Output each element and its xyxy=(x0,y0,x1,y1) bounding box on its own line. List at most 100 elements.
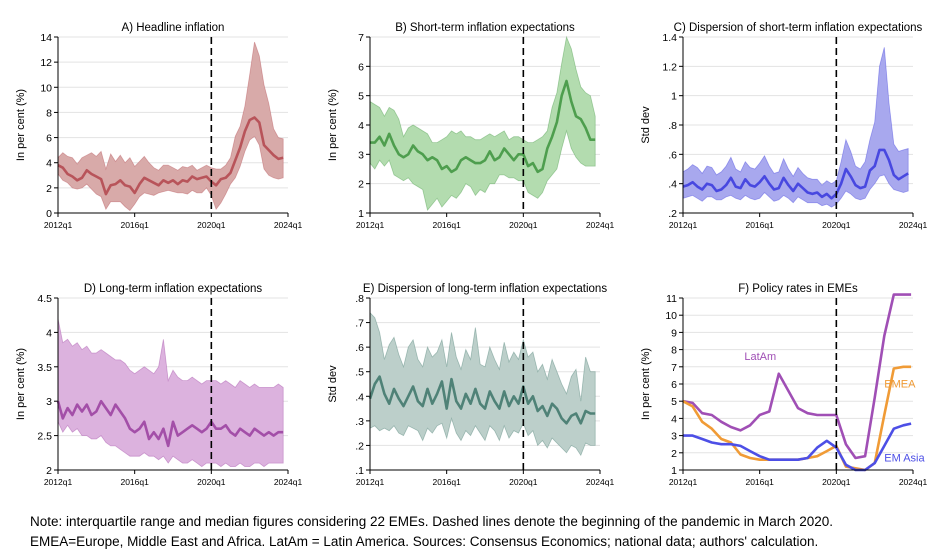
y-tick-label-c: 1 xyxy=(671,91,677,103)
y-tick-label-c: 1.4 xyxy=(662,32,677,44)
y-tick-label-e: .6 xyxy=(355,342,364,354)
x-tick-label-d: 2012q1 xyxy=(44,477,73,487)
x-tick-label-a: 2016q1 xyxy=(120,220,149,230)
y-axis-label-a: In per cent (%) xyxy=(15,89,27,161)
x-tick-label-e: 2016q1 xyxy=(432,477,461,487)
y-axis-label-f: In per cent (%) xyxy=(640,348,652,420)
y-tick-label-a: 6 xyxy=(46,133,52,145)
y-tick-label-b: 5 xyxy=(358,91,364,103)
iqr-band-e xyxy=(369,311,596,457)
y-tick-label-c: .2 xyxy=(668,208,677,220)
y-axis-label-d: In per cent (%) xyxy=(15,348,27,420)
y-tick-label-e: .1 xyxy=(355,465,364,477)
y-axis-label-e: Std dev xyxy=(327,365,339,403)
y-tick-label-a: 12 xyxy=(40,57,52,69)
y-tick-label-d: 2.5 xyxy=(37,431,52,443)
x-tick-label-d: 2020q1 xyxy=(197,477,226,487)
iqr-band-c xyxy=(682,47,909,208)
y-tick-label-c: .8 xyxy=(668,120,677,132)
y-tick-label-f: 4 xyxy=(671,413,677,425)
y-tick-label-b: 3 xyxy=(358,149,364,161)
y-tick-label-f: 11 xyxy=(666,293,677,305)
y-tick-label-a: 4 xyxy=(46,158,52,170)
series-label-em-asia: EM Asia xyxy=(884,452,925,464)
y-tick-label-e: .8 xyxy=(355,293,364,305)
y-tick-label-d: 4.5 xyxy=(37,293,52,305)
x-tick-label-b: 2012q1 xyxy=(356,220,385,230)
y-tick-label-a: 10 xyxy=(40,82,52,94)
note-line-2: EMEA=Europe, Middle East and Africa. Lat… xyxy=(30,534,819,549)
y-tick-label-a: 0 xyxy=(46,208,52,220)
x-tick-label-c: 2024q1 xyxy=(899,220,928,230)
median-line-b xyxy=(370,79,596,174)
x-tick-label-f: 2024q1 xyxy=(899,477,928,487)
y-tick-label-e: .5 xyxy=(355,367,364,379)
y-axis-label-c: Std dev xyxy=(640,106,652,144)
y-tick-label-d: 2 xyxy=(46,465,52,477)
y-tick-label-f: 9 xyxy=(671,327,677,339)
iqr-band-b xyxy=(369,35,596,211)
x-tick-label-e: 2020q1 xyxy=(509,477,538,487)
y-tick-label-f: 1 xyxy=(671,465,677,477)
iqr-band-a xyxy=(57,41,284,212)
y-tick-label-b: 4 xyxy=(358,120,364,132)
panel-d: 2 2.5 3 3.5 4 4.5 2012q1 2016q1 2020q1 2024q1 D) L… xyxy=(15,283,302,487)
median-line-e xyxy=(368,375,596,425)
x-tick-label-f: 2012q1 xyxy=(669,477,698,487)
y-tick-label-e: .2 xyxy=(355,440,364,452)
panel-title-b: B) Short-term inflation expectations xyxy=(395,22,575,34)
y-tick-label-f: 6 xyxy=(671,379,677,391)
panel-f: 1 2 3 4 5 6 7 8 9 10 11 2012q1 2016q1 2020q1 2024q1 F) … xyxy=(640,283,927,487)
iqr-band-d xyxy=(57,318,284,468)
panel-title-d: D) Long-term inflation expectations xyxy=(84,283,263,295)
y-tick-label-e: .3 xyxy=(355,416,364,428)
panel-c: .2 .4 .6 .8 1 1.2 1.4 2012q1 2016q1 2020q1 2024q1 C… xyxy=(640,22,927,230)
x-tick-label-c: 2016q1 xyxy=(745,220,774,230)
y-tick-label-c: .4 xyxy=(668,179,677,191)
y-tick-label-f: 10 xyxy=(665,310,677,322)
median-line-d xyxy=(56,399,284,448)
series-line-em-asia xyxy=(683,422,912,472)
x-tick-label-a: 2020q1 xyxy=(197,220,226,230)
x-tick-label-c: 2020q1 xyxy=(822,220,851,230)
x-tick-label-e: 2024q1 xyxy=(586,477,615,487)
panel-title-e: E) Dispersion of long-term inflation exp… xyxy=(363,283,607,295)
panel-title-f: F) Policy rates in EMEs xyxy=(738,283,858,295)
x-tick-label-e: 2012q1 xyxy=(356,477,385,487)
x-tick-label-a: 2024q1 xyxy=(274,220,303,230)
y-tick-label-f: 2 xyxy=(671,448,677,460)
y-axis-label-b: In per cent (%) xyxy=(327,89,339,161)
y-tick-label-a: 2 xyxy=(46,183,52,195)
y-tick-label-c: .6 xyxy=(668,149,677,161)
x-tick-label-b: 2024q1 xyxy=(586,220,615,230)
y-tick-label-e: .4 xyxy=(355,391,364,403)
y-tick-label-d: 3 xyxy=(46,396,52,408)
panel-b: 1 2 3 4 5 6 7 2012q1 2016q1 2020q1 2024q1 B) Short-… xyxy=(327,22,614,230)
panel-title-a: A) Headline inflation xyxy=(122,22,225,34)
series-line-latam xyxy=(682,293,912,460)
y-tick-label-f: 5 xyxy=(671,396,677,408)
y-tick-label-b: 1 xyxy=(358,208,364,220)
y-tick-label-b: 6 xyxy=(358,61,364,73)
y-tick-label-b: 7 xyxy=(358,32,364,44)
y-tick-label-d: 4 xyxy=(46,327,52,339)
x-tick-label-a: 2012q1 xyxy=(44,220,73,230)
figure-note: Note: interquartile range and median fig… xyxy=(30,512,925,552)
median-line-a xyxy=(57,116,284,196)
x-tick-label-d: 2016q1 xyxy=(120,477,149,487)
series-label-latam: LatAm xyxy=(744,351,776,363)
panel-title-c: C) Dispersion of short-term inflation ex… xyxy=(674,22,923,34)
series-label-emea: EMEA xyxy=(884,378,916,390)
y-tick-label-f: 3 xyxy=(671,431,677,443)
y-tick-label-a: 8 xyxy=(46,107,52,119)
panel-a: 0 2 4 6 8 10 12 14 2012q1 2016q1 2020q1 2024q1 A) He… xyxy=(15,22,302,230)
y-tick-label-a: 14 xyxy=(40,32,52,44)
x-tick-label-f: 2020q1 xyxy=(822,477,851,487)
y-tick-label-e: .7 xyxy=(355,318,364,330)
y-tick-label-c: 1.2 xyxy=(662,61,677,73)
x-tick-label-c: 2012q1 xyxy=(669,220,698,230)
y-tick-label-f: 8 xyxy=(671,345,677,357)
y-tick-label-d: 3.5 xyxy=(37,362,52,374)
note-line-1: Note: interquartile range and median fig… xyxy=(30,514,833,529)
